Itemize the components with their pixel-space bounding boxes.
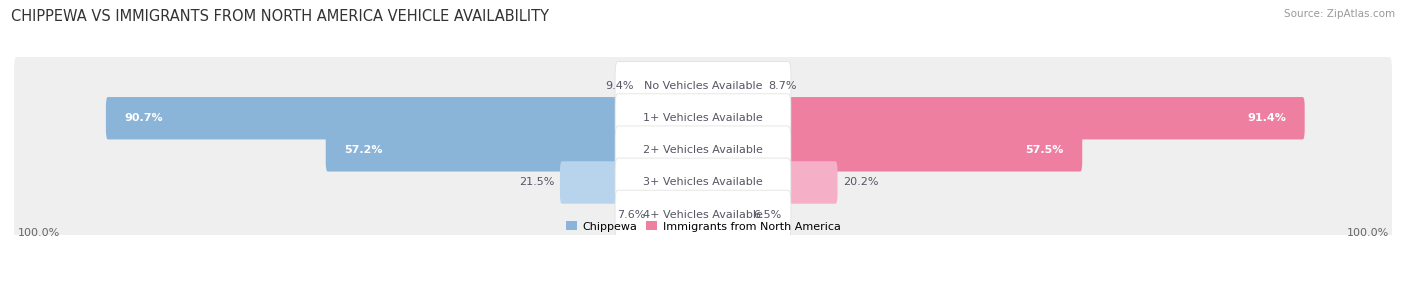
- Text: 3+ Vehicles Available: 3+ Vehicles Available: [643, 178, 763, 188]
- FancyBboxPatch shape: [14, 55, 1392, 117]
- Text: 91.4%: 91.4%: [1247, 113, 1286, 123]
- FancyBboxPatch shape: [702, 193, 748, 236]
- FancyBboxPatch shape: [560, 161, 704, 204]
- FancyBboxPatch shape: [14, 88, 1392, 149]
- FancyBboxPatch shape: [614, 158, 792, 207]
- FancyBboxPatch shape: [105, 97, 704, 140]
- Text: 57.2%: 57.2%: [344, 145, 382, 155]
- FancyBboxPatch shape: [614, 62, 792, 110]
- FancyBboxPatch shape: [614, 190, 792, 239]
- FancyBboxPatch shape: [702, 161, 838, 204]
- Text: 57.5%: 57.5%: [1025, 145, 1064, 155]
- FancyBboxPatch shape: [702, 97, 1305, 140]
- FancyBboxPatch shape: [614, 94, 792, 143]
- Text: 6.5%: 6.5%: [754, 210, 782, 220]
- Text: 100.0%: 100.0%: [17, 228, 59, 238]
- Text: 90.7%: 90.7%: [124, 113, 163, 123]
- FancyBboxPatch shape: [702, 129, 1083, 172]
- FancyBboxPatch shape: [14, 152, 1392, 213]
- FancyBboxPatch shape: [702, 65, 762, 107]
- FancyBboxPatch shape: [326, 129, 704, 172]
- Text: 20.2%: 20.2%: [844, 178, 879, 188]
- Text: 100.0%: 100.0%: [1347, 228, 1389, 238]
- FancyBboxPatch shape: [14, 120, 1392, 181]
- Text: No Vehicles Available: No Vehicles Available: [644, 81, 762, 91]
- Text: 21.5%: 21.5%: [519, 178, 554, 188]
- FancyBboxPatch shape: [651, 193, 704, 236]
- Text: 4+ Vehicles Available: 4+ Vehicles Available: [643, 210, 763, 220]
- Text: 2+ Vehicles Available: 2+ Vehicles Available: [643, 145, 763, 155]
- Text: CHIPPEWA VS IMMIGRANTS FROM NORTH AMERICA VEHICLE AVAILABILITY: CHIPPEWA VS IMMIGRANTS FROM NORTH AMERIC…: [11, 9, 550, 23]
- FancyBboxPatch shape: [14, 184, 1392, 245]
- FancyBboxPatch shape: [614, 126, 792, 175]
- Text: 9.4%: 9.4%: [605, 81, 634, 91]
- Legend: Chippewa, Immigrants from North America: Chippewa, Immigrants from North America: [561, 217, 845, 236]
- FancyBboxPatch shape: [640, 65, 704, 107]
- Text: 1+ Vehicles Available: 1+ Vehicles Available: [643, 113, 763, 123]
- Text: 7.6%: 7.6%: [617, 210, 645, 220]
- Text: Source: ZipAtlas.com: Source: ZipAtlas.com: [1284, 9, 1395, 19]
- Text: 8.7%: 8.7%: [768, 81, 796, 91]
